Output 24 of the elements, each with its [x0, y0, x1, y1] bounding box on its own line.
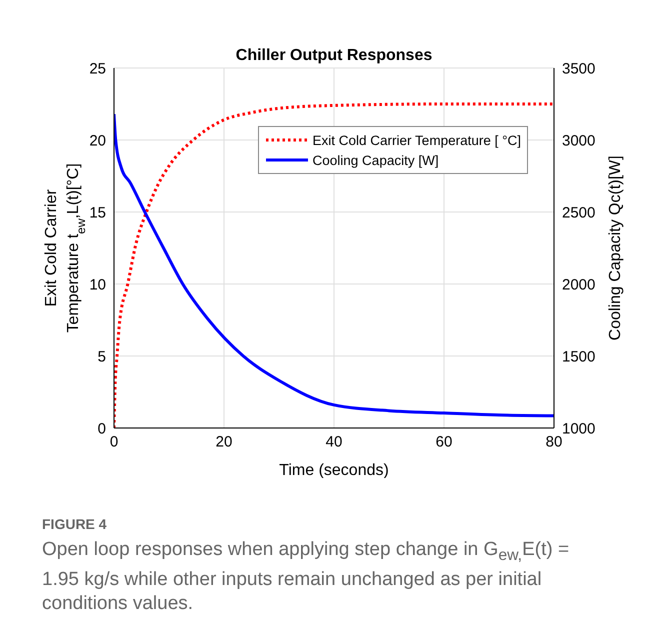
- chart-title: Chiller Output Responses: [236, 47, 432, 64]
- y-tick-label: 20: [89, 132, 106, 150]
- legend-label: Exit Cold Carrier Temperature [ °C]: [312, 132, 521, 148]
- y2-tick-label: 1500: [562, 348, 596, 366]
- legend-label: Cooling Capacity [W]: [312, 152, 439, 168]
- x-tick-label: 0: [110, 434, 118, 451]
- y2-tick-label: 3500: [562, 60, 596, 78]
- y2-tick-label: 2500: [562, 204, 596, 222]
- y2-tick-label: 3000: [562, 132, 596, 150]
- x-tick-label: 80: [546, 434, 562, 451]
- text: Open loop responses when applying step change in G$_{ew,}$E(t) = 1.95 kg/s while other inputs remain unchanged as per initial conditions values.: [42, 538, 570, 616]
- y-tick-label: 10: [89, 276, 106, 294]
- caption: FIGURE 4: [42, 515, 108, 534]
- x-tick-label: 60: [436, 434, 452, 451]
- y2-tick-label: 2000: [562, 276, 596, 294]
- y2-tick-label: 1000: [562, 420, 596, 438]
- y-tick-label: 5: [98, 348, 106, 366]
- x-axis-title: Time (seconds): [279, 462, 389, 479]
- y-tick-label: 15: [89, 204, 106, 222]
- y-tick-label: 25: [89, 60, 106, 78]
- x-tick-label: 40: [326, 434, 342, 451]
- y-tick-label: 0: [98, 420, 106, 438]
- x-tick-label: 20: [216, 434, 232, 451]
- y2-axis-title: Cooling Capacity Qc(t)[W]: [607, 156, 624, 340]
